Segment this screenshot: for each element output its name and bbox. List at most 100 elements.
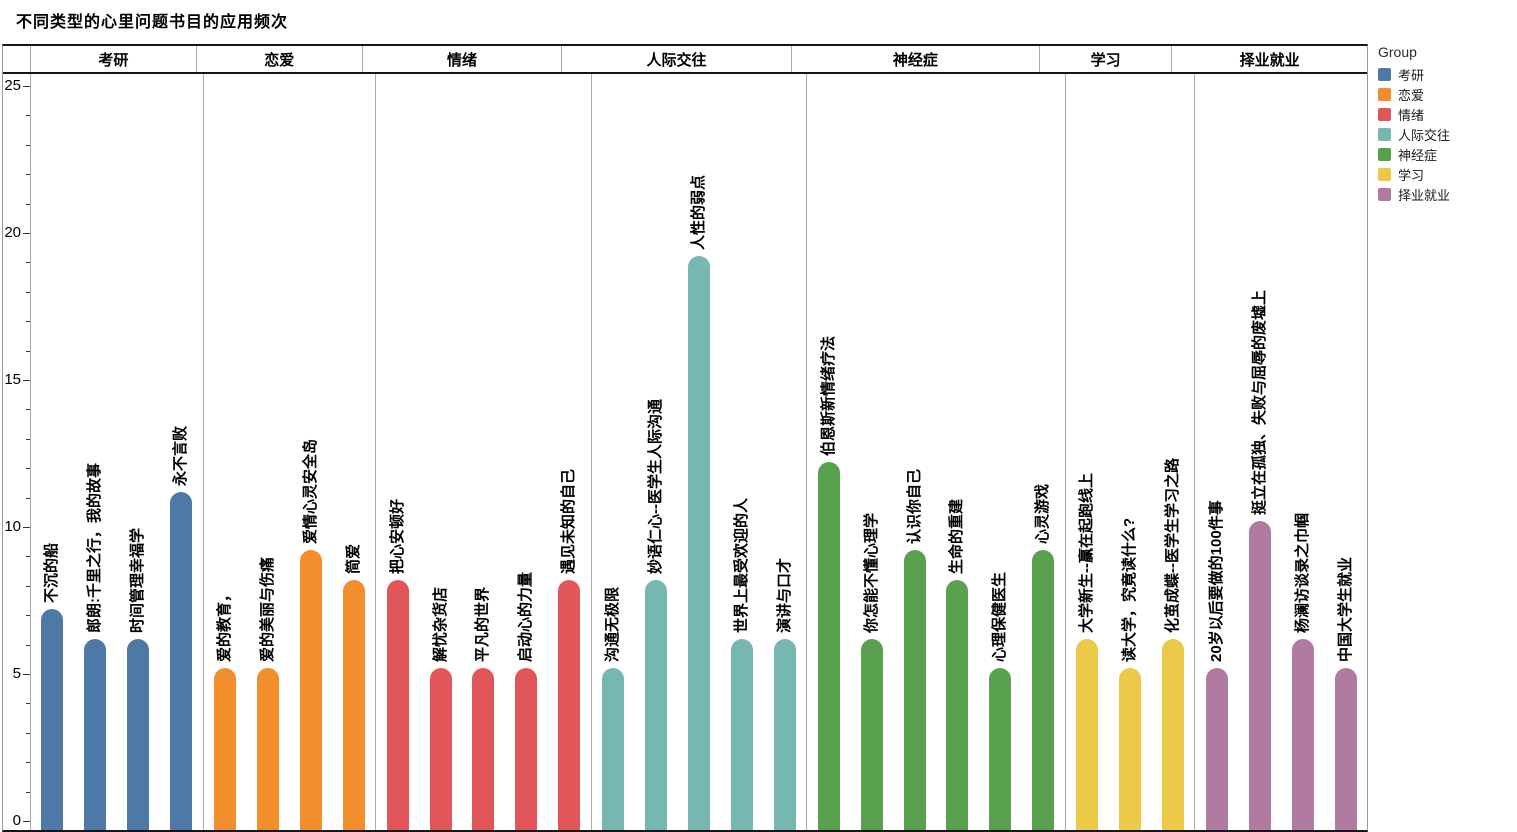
bar	[1032, 550, 1055, 830]
chart-content: 0 5 10 15 20 25 不沉的船 郎朗:千里之行，我的故事 时间管理幸福学 永不言败 爱的…	[3, 74, 1367, 830]
bar-label: 沟通无极限	[604, 586, 622, 662]
bar-label: 杨澜访谈录之巾帼	[1293, 512, 1311, 633]
bar	[299, 550, 322, 830]
bar	[84, 638, 107, 830]
bar	[1076, 638, 1099, 830]
panel-神经症: 伯恩斯新情绪疗法 你怎能不懂心理学 认识你自己 生命的重建 心理保健医生 心灵游戏	[807, 74, 1066, 830]
bar-cell: 化茧成蝶--医学生学习之路	[1151, 74, 1194, 830]
group-header-7: 择业就业	[1239, 51, 1300, 69]
bar-cell: 大学新生--赢在起跑线上	[1066, 74, 1109, 830]
legend: Group 考研 恋爱 情绪 人际交往 神经症 学习 择业就业	[1378, 44, 1450, 204]
bar-cell: 挺立在孤独、失败与屈辱的废墟上	[1238, 74, 1281, 830]
bar-cell: 读大学，究竟读什么?	[1109, 74, 1152, 830]
bar-cell: 启动心的力量	[505, 74, 548, 830]
y-minor-tick	[26, 174, 30, 176]
y-axis: 0 5 10 15 20 25	[3, 74, 31, 830]
bar-cell: 20岁以后要做的100件事	[1195, 74, 1238, 830]
bar	[515, 668, 538, 830]
y-tick-label: 20	[4, 224, 21, 242]
bar-cell: 平凡的世界	[462, 74, 505, 830]
legend-label: 学习	[1398, 167, 1425, 183]
bar	[1334, 668, 1357, 830]
legend-swatch	[1378, 107, 1391, 121]
legend-swatch	[1378, 147, 1391, 161]
bar	[989, 668, 1012, 830]
legend-label: 人际交往	[1398, 127, 1451, 143]
bar-cell: 世界上最受欢迎的人	[720, 74, 763, 830]
bar-label: 生命的重建	[948, 498, 966, 574]
bar	[903, 550, 926, 830]
bar-label: 世界上最受欢迎的人	[732, 497, 750, 633]
bar-cell: 爱情心灵安全岛	[289, 74, 332, 830]
y-minor-tick	[26, 791, 30, 793]
bar-cell: 中国大学生就业	[1324, 74, 1367, 830]
y-major-tick	[23, 233, 30, 234]
bar	[1205, 668, 1228, 830]
y-minor-tick	[26, 762, 30, 764]
bar-cell: 人性的弱点	[678, 74, 721, 830]
bar-label: 不沉的船	[43, 543, 61, 604]
y-minor-tick	[26, 468, 30, 470]
y-minor-tick	[26, 203, 30, 205]
y-minor-tick	[26, 585, 30, 587]
bar-cell: 解忧杂货店	[419, 74, 462, 830]
bar	[1248, 521, 1271, 830]
bar	[688, 256, 710, 830]
legend-entry-3: 情绪	[1378, 104, 1450, 124]
bar-label: 爱的教育，	[216, 586, 234, 662]
y-minor-tick	[26, 291, 30, 293]
group-header-2: 恋爱	[197, 46, 363, 72]
bar-label: 人性的弱点	[690, 175, 707, 251]
bar-label: 中国大学生就业	[1336, 556, 1354, 662]
bar-label: 20岁以后要做的100件事	[1207, 500, 1225, 662]
bar-cell: 认识你自己	[893, 74, 936, 830]
bar-label: 读大学，究竟读什么?	[1121, 517, 1139, 662]
bar-cell: 生命的重建	[936, 74, 979, 830]
bar-cell: 伯恩斯新情绪疗法	[807, 74, 850, 830]
bar-cell: 杨澜访谈录之巾帼	[1281, 74, 1324, 830]
legend-swatch	[1378, 87, 1391, 101]
y-minor-tick	[26, 321, 30, 323]
legend-entry-1: 考研	[1378, 64, 1450, 84]
legend-swatch	[1378, 67, 1391, 81]
legend-entry-4: 人际交往	[1378, 124, 1450, 144]
bar-cell: 爱的教育，	[204, 74, 247, 830]
legend-swatch	[1378, 187, 1391, 201]
panel-择业就业: 20岁以后要做的100件事 挺立在孤独、失败与屈辱的废墟上 杨澜访谈录之巾帼 中国大学…	[1195, 74, 1367, 830]
bar	[41, 609, 64, 830]
plot-area: 不沉的船 郎朗:千里之行，我的故事 时间管理幸福学 永不言败 爱的教育， 爱的美丽与伤痛爱…	[31, 74, 1367, 830]
y-tick-label: 5	[12, 665, 21, 683]
bar	[730, 638, 753, 830]
y-minor-tick	[26, 144, 30, 146]
y-tick-label: 25	[4, 77, 21, 95]
chart-frame: 考研 恋爱 情绪 人际交往 神经症 学习 择业就业 0 5 10 15 20 25 不沉的船 郎朗:千里…	[2, 44, 1368, 832]
bar-label: 你怎能不懂心理学	[862, 512, 880, 633]
legend-entry-6: 学习	[1378, 164, 1450, 184]
legend-label: 择业就业	[1398, 187, 1451, 203]
bar-label: 化茧成蝶--医学生学习之路	[1163, 457, 1181, 633]
group-header-5: 神经症	[792, 46, 1041, 72]
y-tick-label: 15	[4, 371, 21, 389]
bar-cell: 妙语仁心--医学生人际沟通	[635, 74, 678, 830]
bar	[256, 668, 279, 830]
bar	[1161, 638, 1184, 830]
legend-label: 情绪	[1398, 107, 1425, 123]
y-minor-tick	[26, 615, 30, 617]
y-minor-tick	[26, 497, 30, 499]
bar	[645, 579, 668, 830]
group-header-6: 学习	[1040, 46, 1173, 72]
bar-label: 永不言败	[172, 425, 190, 486]
y-major-tick	[23, 674, 30, 675]
bar	[1119, 668, 1142, 830]
bar	[342, 579, 365, 830]
bar	[170, 491, 193, 830]
bar-cell: 郎朗:千里之行，我的故事	[74, 74, 117, 830]
bar-label: 遇见未知的自己	[560, 468, 578, 574]
legend-entries: 考研 恋爱 情绪 人际交往 神经症 学习 择业就业	[1378, 64, 1450, 204]
bar-cell: 时间管理幸福学	[117, 74, 160, 830]
bar-label: 启动心的力量	[517, 571, 535, 662]
bar	[127, 638, 150, 830]
panel-考研: 不沉的船 郎朗:千里之行，我的故事 时间管理幸福学 永不言败	[31, 74, 204, 830]
bar-cell: 爱的美丽与伤痛	[247, 74, 290, 830]
bar-cell: 永不言败	[160, 74, 203, 830]
